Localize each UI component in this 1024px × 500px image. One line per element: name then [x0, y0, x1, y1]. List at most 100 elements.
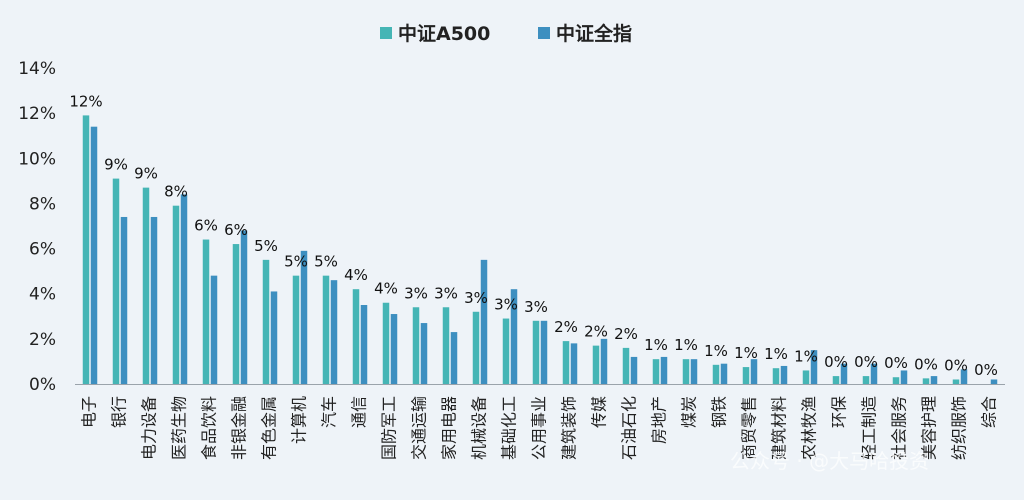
bars-group — [82, 115, 998, 385]
legend-label-all: 中证全指 — [556, 22, 632, 45]
bar-all — [750, 359, 758, 384]
bar-all — [270, 291, 278, 384]
bar-all — [420, 323, 428, 384]
x-axis-labels: 电子 银行 电力设备 医药生物 食品饮料 非银金融 有色金属 计算机 汽车 通信 国防军工 交通运输家… — [80, 396, 999, 460]
bar-a500 — [352, 289, 360, 384]
x-tick-label: 综合 — [980, 396, 999, 428]
data-label: 1% — [764, 345, 788, 363]
bar-all — [960, 369, 968, 384]
bar-a500 — [772, 368, 780, 384]
bar-all — [300, 250, 308, 384]
data-label: 0% — [824, 353, 848, 371]
x-tick-label: 商贸零售 — [740, 396, 759, 460]
bar-all — [240, 230, 248, 384]
data-label: 3% — [464, 289, 488, 307]
bar-all — [720, 363, 728, 384]
data-label: 3% — [434, 284, 458, 302]
y-tick-label: 2% — [29, 330, 56, 350]
bar-all — [330, 280, 338, 384]
bar-all — [450, 332, 458, 384]
x-tick-label: 食品饮料 — [200, 396, 219, 460]
y-tick-label: 8% — [29, 194, 56, 214]
x-tick-label: 环保 — [830, 396, 849, 428]
x-tick-label: 电力设备 — [140, 396, 159, 460]
x-tick-label: 纺织服饰 — [950, 396, 969, 460]
bar-all — [600, 338, 608, 384]
watermark: 公众号 · @大马哈投资 — [730, 449, 929, 473]
bar-a500 — [862, 376, 870, 384]
data-label: 1% — [734, 344, 758, 362]
x-tick-label: 医药生物 — [170, 396, 189, 460]
bar-all — [120, 216, 128, 384]
legend-swatch-all — [538, 27, 550, 39]
bar-a500 — [322, 275, 330, 384]
x-tick-label: 电子 — [80, 396, 99, 428]
bar-a500 — [442, 307, 450, 384]
bar-a500 — [622, 347, 630, 384]
x-tick-label: 传媒 — [590, 396, 609, 428]
x-tick-label: 机械设备 — [470, 396, 489, 460]
data-label: 3% — [494, 296, 518, 314]
bar-all — [900, 370, 908, 384]
bar-a500 — [922, 378, 930, 384]
x-tick-label: 通信 — [350, 396, 369, 428]
bar-all — [630, 356, 638, 384]
bar-a500 — [202, 239, 210, 384]
y-tick-label: 14% — [18, 59, 56, 79]
x-tick-label: 基础化工 — [500, 396, 519, 460]
bar-a500 — [142, 187, 150, 384]
bar-all — [780, 365, 788, 384]
data-label: 0% — [914, 355, 938, 373]
data-label: 2% — [584, 323, 608, 341]
bar-a500 — [652, 359, 660, 384]
bar-a500 — [172, 205, 180, 384]
data-label: 3% — [404, 284, 428, 302]
legend: 中证A500 中证全指 — [380, 22, 632, 45]
bar-a500 — [382, 302, 390, 384]
bar-a500 — [712, 364, 720, 384]
data-label: 6% — [194, 217, 218, 235]
bar-a500 — [802, 370, 810, 384]
bar-a500 — [262, 259, 270, 384]
x-tick-label: 公用事业 — [530, 396, 549, 460]
x-tick-label: 国防军工 — [380, 396, 399, 460]
bar-a500 — [592, 345, 600, 384]
bar-all — [390, 314, 398, 384]
y-tick-label: 10% — [18, 149, 56, 169]
bar-all — [840, 363, 848, 384]
data-label: 0% — [974, 361, 998, 379]
data-label: 0% — [944, 356, 968, 374]
data-label: 8% — [164, 183, 188, 201]
x-tick-label: 家用电器 — [440, 396, 459, 460]
y-tick-label: 0% — [29, 375, 56, 395]
x-tick-label: 美容护理 — [920, 396, 939, 460]
y-tick-label: 4% — [29, 285, 56, 305]
data-label: 1% — [704, 342, 728, 360]
data-label: 9% — [104, 156, 128, 174]
bar-all — [150, 216, 158, 384]
x-tick-label: 农林牧渔 — [800, 396, 819, 460]
x-tick-label: 交通运输 — [410, 396, 429, 460]
data-label: 9% — [134, 165, 158, 183]
legend-label-a500: 中证A500 — [398, 22, 490, 45]
data-label: 3% — [524, 298, 548, 316]
bar-a500 — [562, 341, 570, 384]
data-label: 5% — [254, 237, 278, 255]
bar-a500 — [682, 359, 690, 384]
x-tick-label: 钢铁 — [710, 396, 729, 428]
bar-all — [510, 289, 518, 384]
bar-a500 — [742, 367, 750, 384]
data-label: 0% — [884, 354, 908, 372]
bar-all — [690, 359, 698, 384]
bar-all — [990, 379, 998, 384]
bar-all — [360, 305, 368, 384]
x-tick-label: 银行 — [110, 396, 129, 428]
legend-swatch-a500 — [380, 27, 392, 39]
data-labels-group: 12% 9% 9% 8% 6% 6% 5% 5% 5% 4% 4% 3% 3% 3% 3% 3% 2% 2% 2% 1… — [69, 92, 998, 379]
bar-a500 — [502, 318, 510, 384]
y-tick-label: 12% — [18, 104, 56, 124]
x-tick-label: 煤炭 — [680, 396, 699, 428]
bar-all — [930, 376, 938, 384]
